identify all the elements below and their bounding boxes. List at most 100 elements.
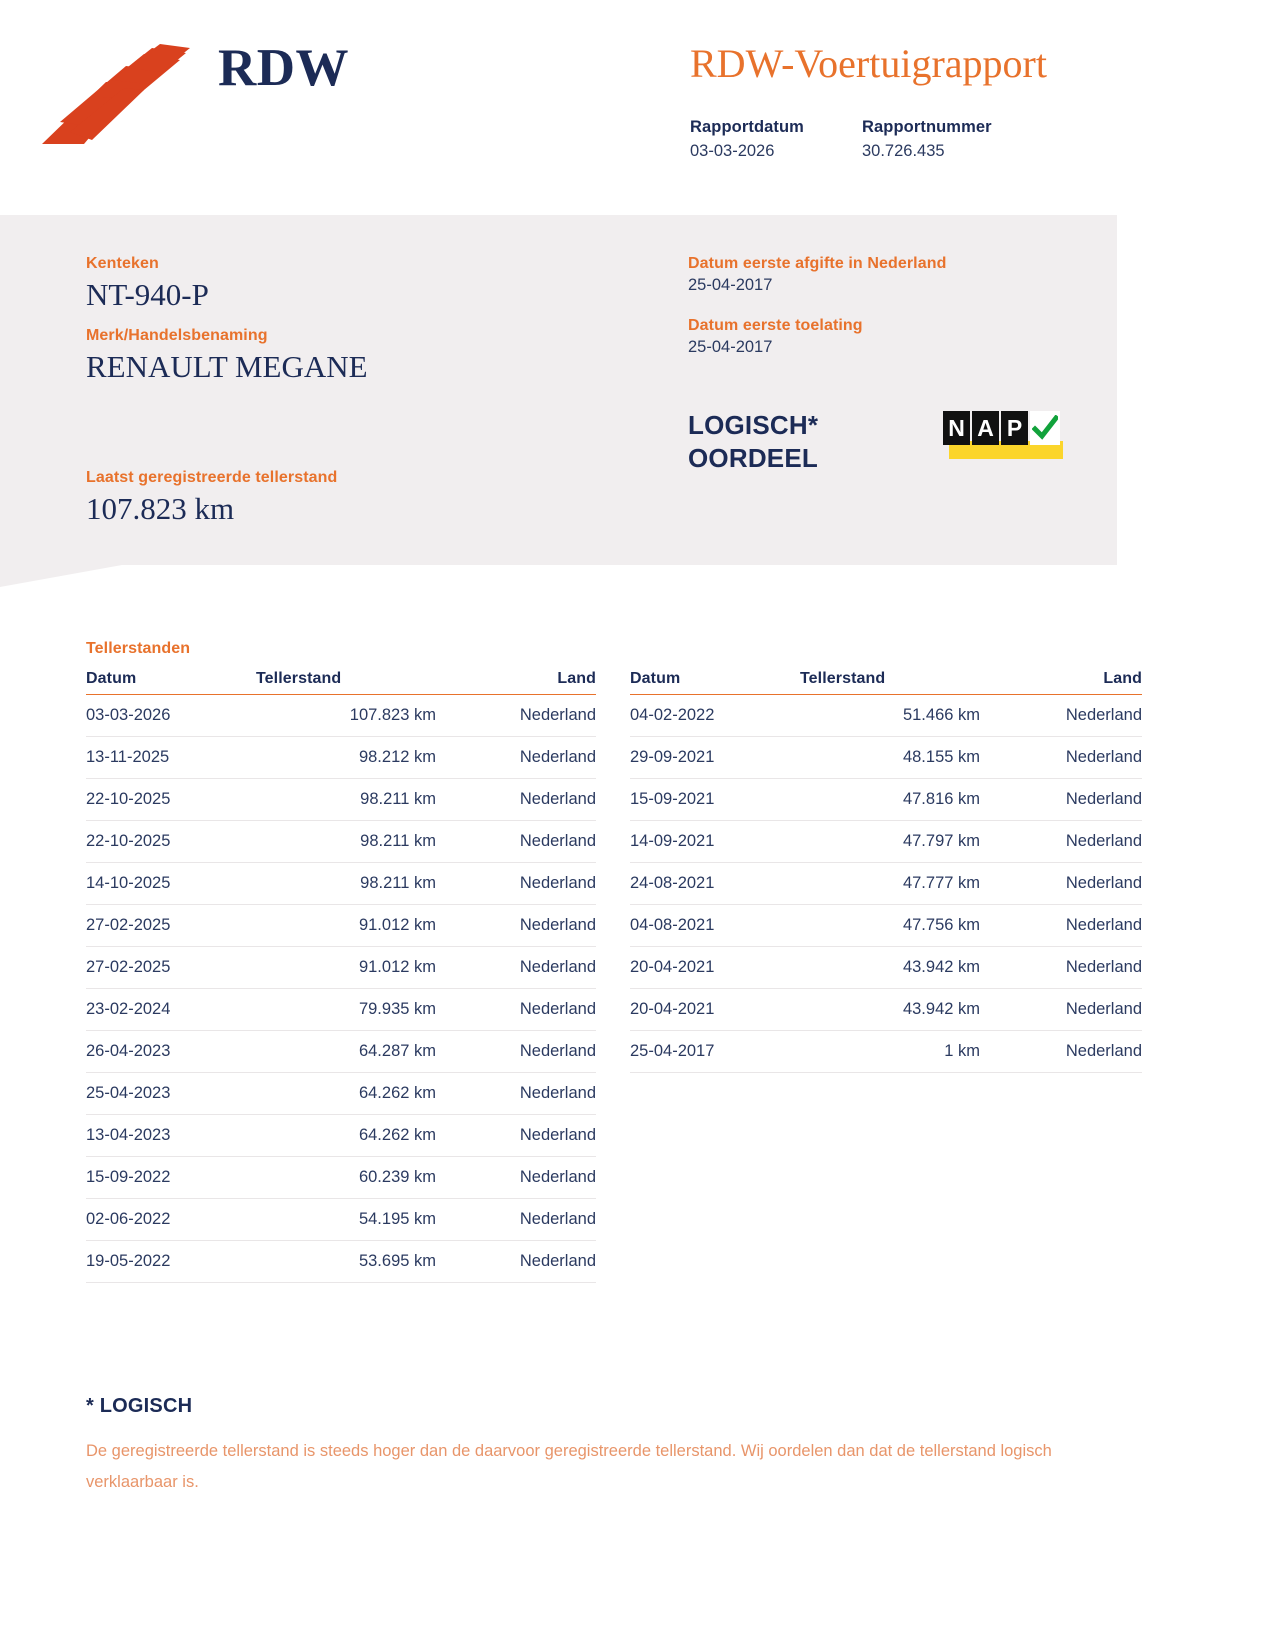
cell-land: Nederland [476,778,596,821]
cell-land: Nederland [476,1072,596,1115]
laatste-tellerstand-value: 107.823 km [86,490,235,526]
cell-datum: 15-09-2022 [86,1156,246,1199]
cell-land: Nederland [1020,820,1142,863]
cell-datum: 14-09-2021 [630,820,790,863]
cell-tellerstand: 43.942 km [790,988,1020,1031]
cell-tellerstand: 1 km [790,1030,1020,1073]
cell-datum: 19-05-2022 [86,1240,246,1283]
cell-tellerstand: 43.942 km [790,946,1020,989]
table-row: 23-02-2024 79.935 km Nederland [86,988,596,1031]
table-row: 04-08-2021 47.756 km Nederland [630,904,1142,947]
cell-land: Nederland [476,1198,596,1241]
cell-tellerstand: 91.012 km [246,946,476,989]
cell-land: Nederland [1020,736,1142,779]
cell-land: Nederland [1020,946,1142,989]
report-date-field: Rapportdatum 03-03-2026 [690,118,842,161]
rdw-wordmark: RDW [218,39,350,97]
eerste-afgifte-value: 25-04-2017 [688,276,773,294]
cell-datum: 02-06-2022 [86,1198,246,1241]
cell-land: Nederland [1020,988,1142,1031]
table-row: 27-02-2025 91.012 km Nederland [86,946,596,989]
table-row: 14-10-2025 98.211 km Nederland [86,862,596,905]
cell-land: Nederland [1020,694,1142,737]
table-row: 15-09-2022 60.239 km Nederland [86,1156,596,1199]
cell-tellerstand: 64.287 km [246,1030,476,1073]
cell-datum: 20-04-2021 [630,988,790,1031]
cell-tellerstand: 47.797 km [790,820,1020,863]
nap-letter-a: A [972,411,999,445]
nap-letter-n: N [943,411,970,445]
cell-land: Nederland [476,988,596,1031]
panel-corner-notch [0,565,122,587]
vehicle-identity-column: Kenteken NT-940-P Merk/Handelsbenaming R… [86,255,606,540]
merk-value: RENAULT MEGANE [86,348,368,384]
table-row: 26-04-2023 64.287 km Nederland [86,1030,596,1073]
cell-tellerstand: 79.935 km [246,988,476,1031]
cell-land: Nederland [476,1156,596,1199]
kenteken-value: NT-940-P [86,277,209,312]
cell-land: Nederland [476,736,596,779]
kenteken-label: Kenteken [86,255,159,272]
cell-datum: 14-10-2025 [86,862,246,905]
cell-datum: 23-02-2024 [86,988,246,1031]
nap-logo: N A P [943,411,1063,459]
vehicle-dates-column: Datum eerste afgifte in Nederland 25-04-… [688,255,1088,499]
cell-datum: 25-04-2017 [630,1030,790,1073]
cell-datum: 24-08-2021 [630,862,790,905]
cell-land: Nederland [476,946,596,989]
cell-datum: 27-02-2025 [86,946,246,989]
report-number-label: Rapportnummer [862,118,992,136]
cell-datum: 22-10-2025 [86,778,246,821]
cell-datum: 03-03-2026 [86,694,246,737]
table-row: 24-08-2021 47.777 km Nederland [630,862,1142,905]
table-row: 29-09-2021 48.155 km Nederland [630,736,1142,779]
cell-land: Nederland [476,862,596,905]
footnote-section: * LOGISCH De geregistreerde tellerstand … [86,1395,1086,1497]
footnote-title: * LOGISCH [86,1395,193,1417]
table-row: 22-10-2025 98.211 km Nederland [86,778,596,821]
table-row: 20-04-2021 43.942 km Nederland [630,946,1142,989]
eerste-toelating-label: Datum eerste toelating [688,317,863,334]
table-row: 22-10-2025 98.211 km Nederland [86,820,596,863]
cell-land: Nederland [476,694,596,737]
panel-spacer [86,399,606,469]
cell-land: Nederland [476,1114,596,1157]
oordeel-line-2: OORDEEL [688,443,818,474]
column-header-datum: Datum [630,670,790,695]
cell-tellerstand: 98.211 km [246,862,476,905]
cell-land: Nederland [1020,862,1142,905]
table-row: 15-09-2021 47.816 km Nederland [630,778,1142,821]
nap-letter-p: P [1001,411,1028,445]
table-row: 25-04-2023 64.262 km Nederland [86,1072,596,1115]
page-title: RDW-Voertuigrapport [690,41,1047,86]
cell-tellerstand: 107.823 km [246,694,476,737]
cell-datum: 15-09-2021 [630,778,790,821]
cell-tellerstand: 98.212 km [246,736,476,779]
report-date-value: 03-03-2026 [690,142,775,160]
table-row: 14-09-2021 47.797 km Nederland [630,820,1142,863]
cell-datum: 26-04-2023 [86,1030,246,1073]
cell-datum: 25-04-2023 [86,1072,246,1115]
cell-datum: 22-10-2025 [86,820,246,863]
table-row: 25-04-2017 1 km Nederland [630,1030,1142,1073]
column-header-datum: Datum [86,670,246,695]
cell-tellerstand: 98.211 km [246,820,476,863]
table-header-row: Datum Tellerstand Land [86,670,596,695]
cell-datum: 27-02-2025 [86,904,246,947]
rdw-logo: RDW [40,18,370,148]
cell-tellerstand: 47.777 km [790,862,1020,905]
table-row: 27-02-2025 91.012 km Nederland [86,904,596,947]
merk-label: Merk/Handelsbenaming [86,326,268,344]
table-row: 03-03-2026 107.823 km Nederland [86,694,596,737]
oordeel-status: LOGISCH* OORDEEL [688,409,1088,476]
laatste-tellerstand-label: Laatst geregistreerde tellerstand [86,468,338,486]
oordeel-row: LOGISCH* OORDEEL N A P [688,409,1088,499]
cell-land: Nederland [1020,1030,1142,1073]
document-header: RDW RDW-Voertuigrapport Rapportdatum 03-… [0,0,1280,215]
eerste-toelating-value: 25-04-2017 [688,338,773,356]
cell-tellerstand: 64.262 km [246,1114,476,1157]
column-header-land: Land [476,670,596,695]
cell-land: Nederland [1020,778,1142,821]
table-header-row: Datum Tellerstand Land [630,670,1142,695]
cell-land: Nederland [476,1030,596,1073]
